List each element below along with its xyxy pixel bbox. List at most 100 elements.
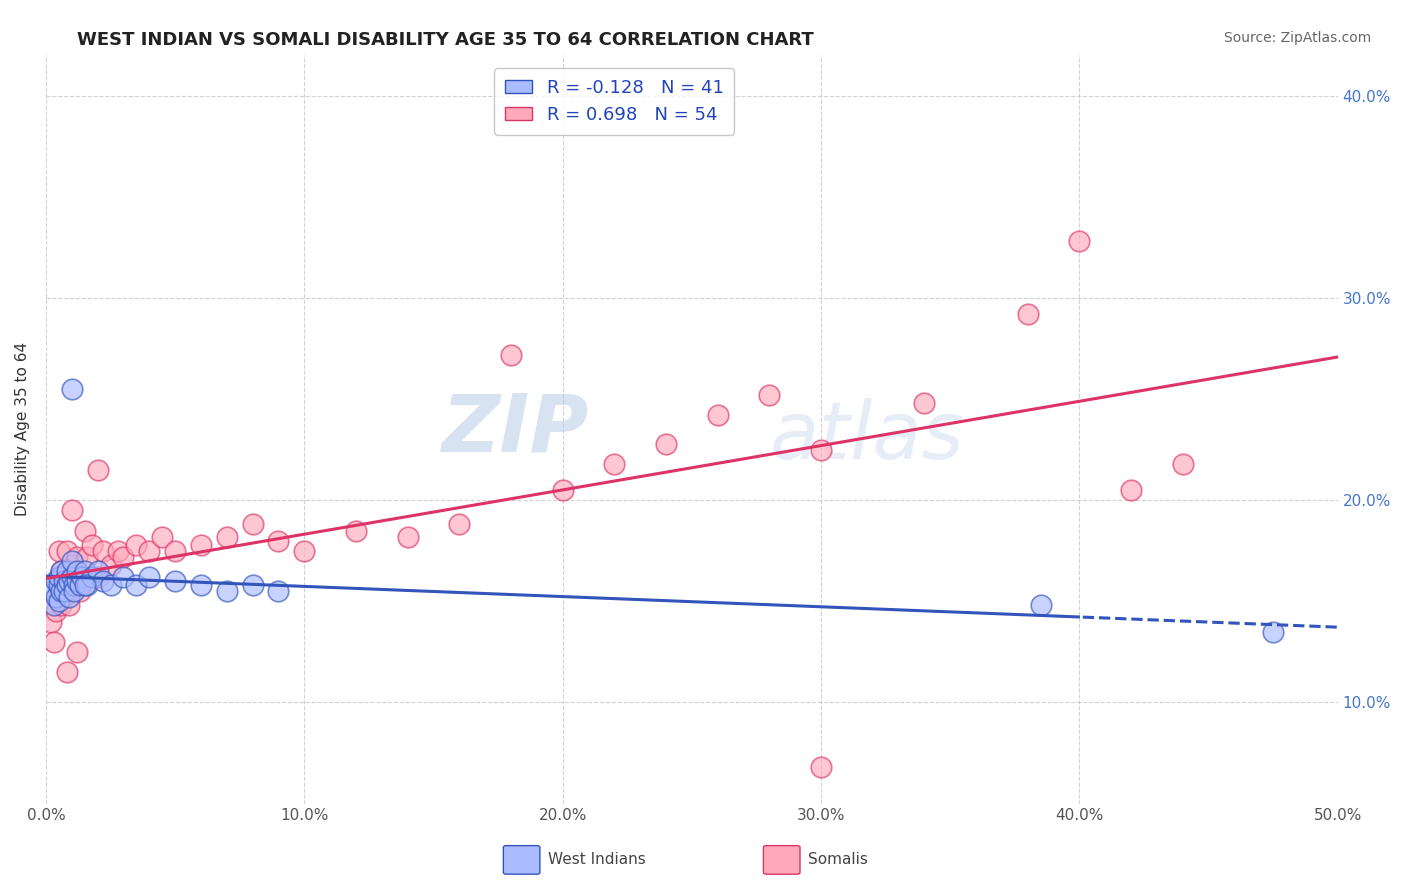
Point <box>242 578 264 592</box>
Point <box>242 517 264 532</box>
Point <box>73 578 96 592</box>
Point <box>125 538 148 552</box>
Point <box>48 570 70 584</box>
Point <box>603 457 626 471</box>
Point <box>55 578 77 592</box>
Point <box>91 543 114 558</box>
Point <box>45 604 67 618</box>
Point <box>66 564 89 578</box>
Point <box>165 543 187 558</box>
Point <box>51 564 73 578</box>
Point <box>69 578 91 592</box>
Point <box>82 538 104 552</box>
Point <box>73 564 96 578</box>
Point <box>91 574 114 588</box>
Point <box>51 564 73 578</box>
Point <box>86 564 108 578</box>
Text: Source: ZipAtlas.com: Source: ZipAtlas.com <box>1223 31 1371 45</box>
Point <box>112 549 135 564</box>
Point <box>66 549 89 564</box>
Point <box>100 578 122 592</box>
Text: Somalis: Somalis <box>808 853 869 867</box>
Point <box>706 408 728 422</box>
Point <box>60 554 83 568</box>
Point <box>45 574 67 588</box>
Point <box>1171 457 1194 471</box>
Point <box>60 570 83 584</box>
Point <box>39 615 62 629</box>
Point <box>76 578 98 592</box>
Point <box>758 388 780 402</box>
Point <box>55 584 77 599</box>
Point <box>55 543 77 558</box>
Point <box>39 584 62 599</box>
Point <box>165 574 187 588</box>
Point <box>100 558 122 572</box>
Point <box>45 591 67 605</box>
Point <box>499 347 522 361</box>
Point <box>449 517 471 532</box>
Point <box>82 570 104 584</box>
Point <box>1029 599 1052 613</box>
Point <box>190 578 212 592</box>
Point <box>292 543 315 558</box>
Point <box>63 578 86 592</box>
Point <box>66 574 89 588</box>
Point <box>60 503 83 517</box>
Point <box>810 760 832 774</box>
Point <box>190 538 212 552</box>
Point <box>150 530 173 544</box>
Point <box>267 533 290 548</box>
Point <box>51 599 73 613</box>
Point <box>55 564 77 578</box>
Point <box>53 584 76 599</box>
Point <box>53 574 76 588</box>
Point <box>86 463 108 477</box>
Legend: R = -0.128   N = 41, R = 0.698   N = 54: R = -0.128 N = 41, R = 0.698 N = 54 <box>495 68 734 135</box>
Point <box>55 665 77 680</box>
Point <box>655 436 678 450</box>
Point <box>60 578 83 592</box>
Point <box>48 594 70 608</box>
Point <box>58 591 80 605</box>
Point <box>107 543 129 558</box>
Point <box>1017 307 1039 321</box>
Point <box>138 543 160 558</box>
Point <box>215 584 238 599</box>
Point <box>58 570 80 584</box>
Point <box>912 396 935 410</box>
Point <box>69 584 91 599</box>
Point <box>551 483 574 497</box>
Point <box>138 570 160 584</box>
Text: ZIP: ZIP <box>441 391 589 468</box>
Text: atlas: atlas <box>769 398 965 475</box>
Text: WEST INDIAN VS SOMALI DISABILITY AGE 35 TO 64 CORRELATION CHART: WEST INDIAN VS SOMALI DISABILITY AGE 35 … <box>77 31 814 49</box>
Point <box>344 524 367 538</box>
Point <box>70 570 93 584</box>
Point <box>810 442 832 457</box>
Point <box>396 530 419 544</box>
Point <box>58 574 80 588</box>
Point <box>48 584 70 599</box>
Point <box>51 584 73 599</box>
Point <box>48 543 70 558</box>
Point <box>42 634 65 648</box>
Point <box>215 530 238 544</box>
Point <box>60 382 83 396</box>
Point <box>76 549 98 564</box>
Point <box>58 599 80 613</box>
Point <box>1069 234 1091 248</box>
Point <box>1261 624 1284 639</box>
Point <box>86 570 108 584</box>
Point <box>267 584 290 599</box>
Point <box>66 645 89 659</box>
Point <box>63 584 86 599</box>
Point <box>53 591 76 605</box>
Point <box>63 558 86 572</box>
Point <box>42 599 65 613</box>
Point <box>70 570 93 584</box>
Point <box>1119 483 1142 497</box>
Y-axis label: Disability Age 35 to 64: Disability Age 35 to 64 <box>15 343 30 516</box>
Point <box>125 578 148 592</box>
Point <box>112 570 135 584</box>
